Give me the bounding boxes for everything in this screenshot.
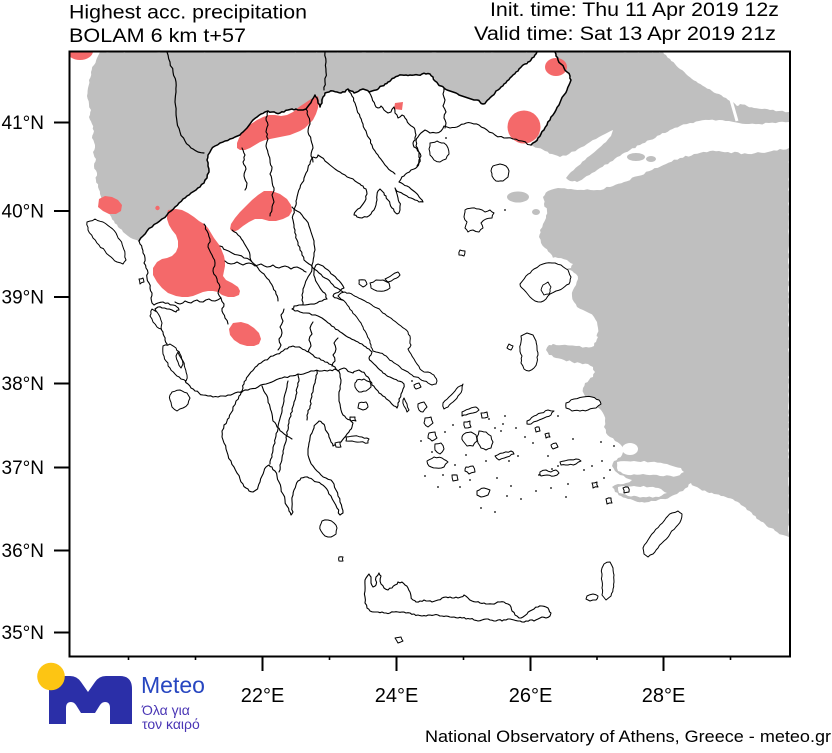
svg-text:26°E: 26°E <box>509 685 553 707</box>
svg-text:National Observatory of Athens: National Observatory of Athens, Greece -… <box>425 727 831 746</box>
svg-text:Highest acc. precipitation: Highest acc. precipitation <box>69 3 307 24</box>
svg-text:37°N: 37°N <box>2 458 44 479</box>
svg-text:Όλα για: Όλα για <box>141 702 190 718</box>
svg-text:τον καιρό: τον καιρό <box>142 716 200 732</box>
svg-text:28°E: 28°E <box>642 685 686 707</box>
svg-text:Valid time: Sat 13 Apr 2019 21: Valid time: Sat 13 Apr 2019 21z <box>474 24 776 45</box>
svg-text:40°N: 40°N <box>2 202 44 223</box>
svg-text:Init. time: Thu 11 Apr 2019 12: Init. time: Thu 11 Apr 2019 12z <box>490 0 779 21</box>
svg-text:41°N: 41°N <box>2 113 44 134</box>
svg-text:Meteo: Meteo <box>141 672 205 698</box>
svg-text:24°E: 24°E <box>375 685 419 707</box>
svg-text:36°N: 36°N <box>2 541 44 562</box>
svg-text:35°N: 35°N <box>2 623 44 644</box>
svg-text:BOLAM 6 km t+57: BOLAM 6 km t+57 <box>69 26 246 47</box>
svg-text:38°N: 38°N <box>2 374 44 395</box>
svg-text:22°E: 22°E <box>241 685 285 707</box>
svg-text:39°N: 39°N <box>2 288 44 309</box>
